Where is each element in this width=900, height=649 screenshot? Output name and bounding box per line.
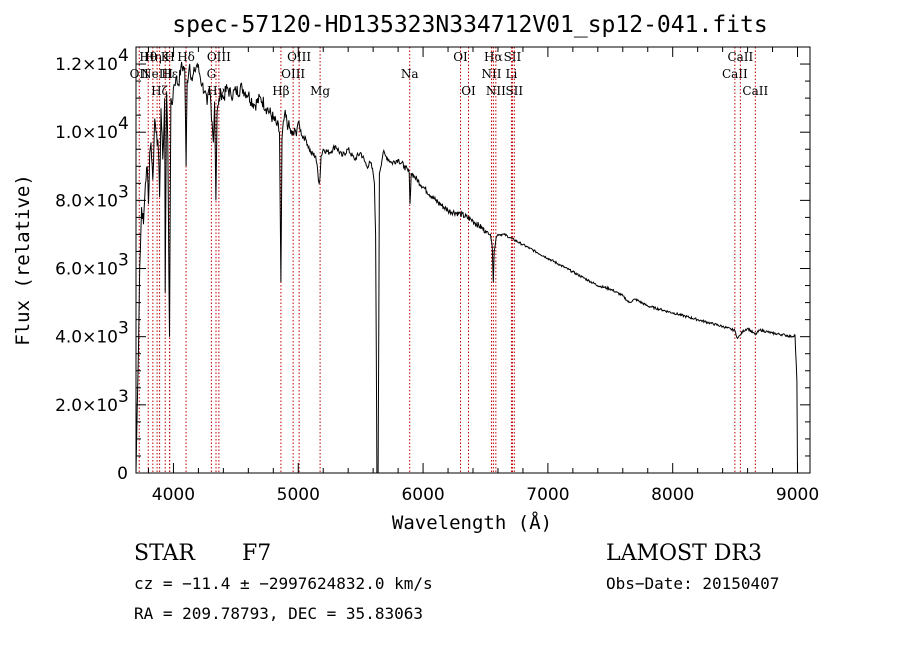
line-marker-label: SII bbox=[505, 84, 523, 98]
emission-line-markers: OIIHθHηNeIIIHζKHHεHδGHγOIIIHβOIIIOIIIMgN… bbox=[130, 47, 768, 473]
y-tick-label: 1.0×10 bbox=[55, 123, 118, 143]
line-marker-label: Hδ bbox=[177, 50, 195, 64]
y-tick-label: 0 bbox=[117, 464, 128, 484]
line-marker-label: OI bbox=[461, 84, 476, 98]
y-tick-exponent: 3 bbox=[118, 319, 129, 339]
line-marker-label: OI bbox=[453, 50, 468, 64]
line-marker-label: Hα bbox=[484, 50, 503, 64]
coordinates: RA = 209.78793, DEC = 35.83063 bbox=[134, 604, 423, 623]
y-tick-label: 4.0×10 bbox=[55, 328, 118, 348]
x-tick-label: 6000 bbox=[401, 485, 444, 505]
line-marker-label: G bbox=[207, 67, 217, 81]
line-marker-label: NeIII bbox=[141, 67, 173, 81]
y-tick-label: 2.0×10 bbox=[55, 396, 118, 416]
line-marker-label: OIII bbox=[287, 50, 311, 64]
survey-name: LAMOST DR3 bbox=[606, 541, 762, 566]
line-marker-label: K bbox=[161, 50, 171, 64]
y-tick-exponent: 3 bbox=[118, 251, 129, 271]
y-tick-exponent: 4 bbox=[118, 114, 129, 134]
y-tick-label: 6.0×10 bbox=[55, 260, 118, 280]
x-axis: 4000 5000 6000 7000 8000 9000 bbox=[147, 47, 819, 505]
object-class: STAR bbox=[134, 541, 196, 566]
spectrum-series bbox=[135, 61, 798, 474]
object-subclass: F7 bbox=[242, 541, 271, 566]
x-tick-label: 7000 bbox=[526, 485, 569, 505]
line-marker-label: Na bbox=[401, 67, 419, 81]
line-marker-label: Hβ bbox=[272, 84, 289, 98]
line-marker-label: Mg bbox=[310, 84, 330, 98]
line-marker-label: Hη bbox=[144, 50, 162, 64]
line-marker-label: H bbox=[164, 50, 174, 64]
line-marker-label: CaII bbox=[722, 67, 748, 81]
line-marker-label: SII bbox=[504, 50, 522, 64]
chart-title: spec-57120-HD135323N334712V01_sp12-041.f… bbox=[172, 12, 767, 38]
line-marker-label: NII bbox=[481, 67, 501, 81]
line-marker-label: Hε bbox=[161, 67, 178, 81]
y-tick-label: 8.0×10 bbox=[55, 191, 118, 211]
y-axis: 02.0×10 34.0×10 36.0×10 38.0×10 31.0×10 41.2×… bbox=[55, 46, 810, 484]
line-marker-label: OII bbox=[130, 67, 150, 81]
x-tick-label: 4000 bbox=[152, 485, 195, 505]
y-axis-label: Flux (relative) bbox=[12, 174, 34, 346]
y-tick-exponent: 3 bbox=[118, 182, 129, 202]
line-marker-label: CaII bbox=[727, 50, 753, 64]
line-marker-label: CaII bbox=[742, 84, 768, 98]
x-tick-label: 9000 bbox=[776, 485, 819, 505]
line-marker-label: Hθ bbox=[139, 50, 157, 64]
info-panel: STAR F7 LAMOST DR3 cz = −11.4 ± −2997624… bbox=[134, 541, 779, 623]
spectrum-line bbox=[135, 61, 798, 474]
observation-date: Obs−Date: 20150407 bbox=[606, 574, 779, 593]
line-marker-label: NII bbox=[486, 84, 506, 98]
line-marker-label: Hζ bbox=[151, 84, 168, 98]
y-tick-exponent: 3 bbox=[118, 387, 129, 407]
line-marker-label: OIII bbox=[281, 67, 305, 81]
line-marker-label: OIII bbox=[207, 50, 231, 64]
x-tick-label: 5000 bbox=[277, 485, 320, 505]
velocity-readout: cz = −11.4 ± −2997624832.0 km/s bbox=[134, 574, 433, 593]
x-axis-label: Wavelength (Å) bbox=[392, 511, 552, 534]
x-tick-label: 8000 bbox=[651, 485, 694, 505]
y-tick-label: 1.2×10 bbox=[55, 55, 118, 75]
line-marker-label: Li bbox=[506, 67, 518, 81]
plot-frame bbox=[135, 46, 811, 474]
y-tick-exponent: 4 bbox=[118, 46, 129, 66]
